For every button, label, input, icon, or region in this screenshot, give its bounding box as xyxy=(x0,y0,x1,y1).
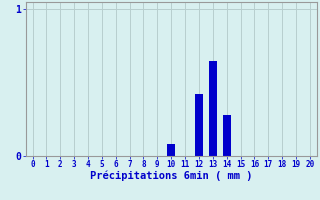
Bar xyxy=(209,61,217,156)
Bar xyxy=(167,144,175,156)
Bar xyxy=(222,115,231,156)
Bar xyxy=(195,94,203,156)
X-axis label: Précipitations 6min ( mm ): Précipitations 6min ( mm ) xyxy=(90,171,252,181)
